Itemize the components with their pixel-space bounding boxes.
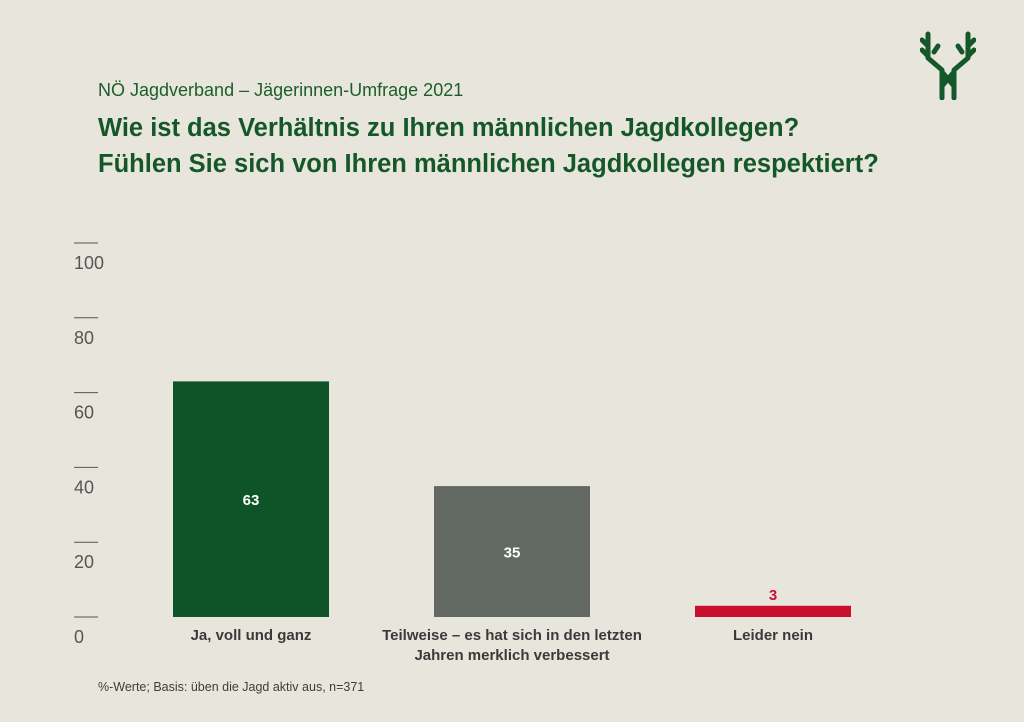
bar-value-label: 63 — [243, 492, 260, 509]
chart-title-line-2: Fühlen Sie sich von Ihren männlichen Jag… — [98, 150, 879, 178]
antler-tree-logo-icon — [920, 31, 976, 100]
footnote: %-Werte; Basis: üben die Jagd aktiv aus,… — [98, 680, 365, 694]
bar — [173, 381, 329, 617]
bar — [434, 486, 590, 617]
chart-subtitle: NÖ Jagdverband – Jägerinnen-Umfrage 2021 — [98, 80, 464, 100]
bar-value-label: 35 — [504, 545, 521, 562]
y-tick-label: 20 — [74, 552, 94, 572]
category-label: Jahren merklich verbessert — [414, 647, 609, 664]
chart-title: Wie ist das Verhältnis zu Ihren männlich… — [98, 110, 879, 182]
category-label: Leider nein — [733, 627, 813, 644]
y-tick-label: 80 — [74, 328, 94, 348]
y-tick-label: 60 — [74, 403, 94, 423]
bar-value-label: 3 — [769, 587, 777, 604]
y-tick-label: 100 — [74, 253, 104, 273]
chart-title-line-1: Wie ist das Verhältnis zu Ihren männlich… — [98, 114, 800, 142]
y-tick-label: 0 — [74, 627, 84, 647]
bar — [695, 605, 851, 617]
y-tick-label: 40 — [74, 477, 94, 497]
category-label: Teilweise – es hat sich in den letzten — [382, 627, 642, 644]
category-label: Ja, voll und ganz — [191, 627, 312, 644]
